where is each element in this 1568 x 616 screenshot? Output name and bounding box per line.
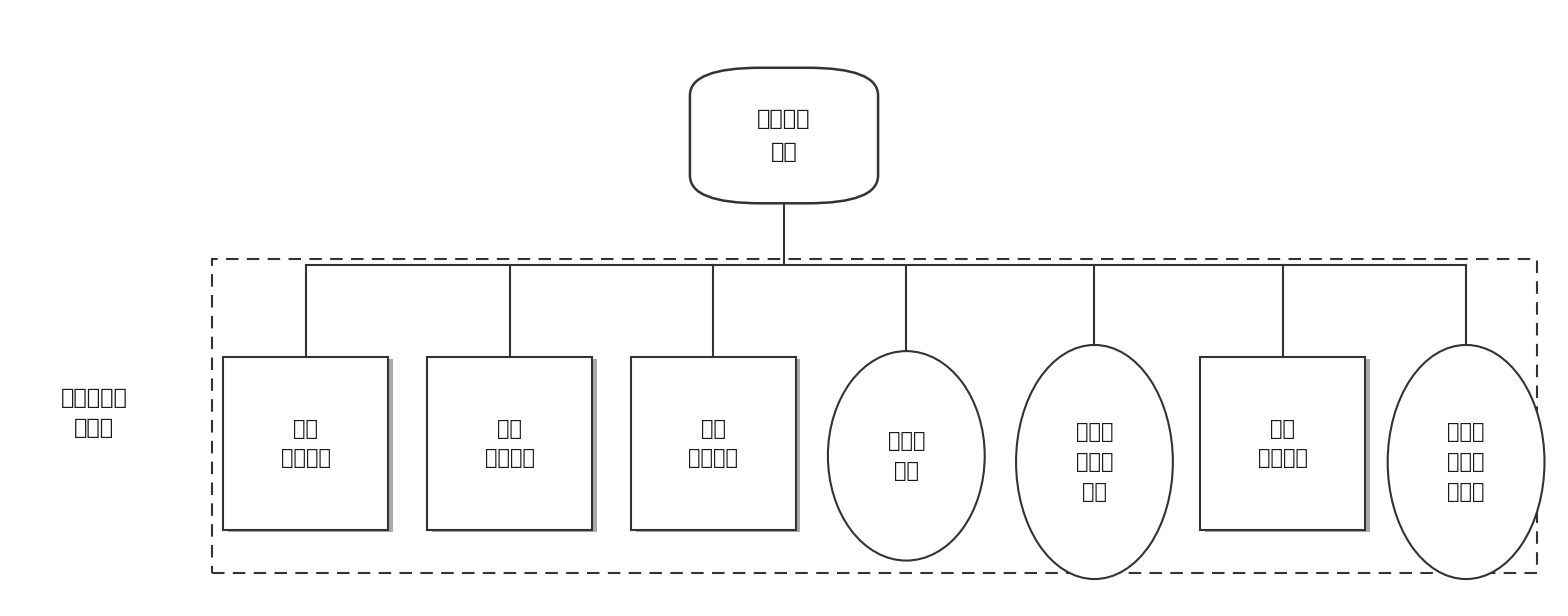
- Bar: [229, 359, 392, 532]
- Ellipse shape: [828, 351, 985, 561]
- Text: 成分分析物
质种类: 成分分析物 质种类: [61, 388, 127, 437]
- Bar: [426, 357, 593, 530]
- Ellipse shape: [1016, 345, 1173, 579]
- Text: 焦炭
成分分析: 焦炭 成分分析: [485, 419, 535, 468]
- Ellipse shape: [1388, 345, 1544, 579]
- Text: 煤粉
成分分析: 煤粉 成分分析: [688, 419, 739, 468]
- Text: 高炉煤
气成分
分析: 高炉煤 气成分 分析: [1076, 423, 1113, 501]
- Bar: [433, 359, 596, 532]
- Text: 富氧率
检测: 富氧率 检测: [887, 431, 925, 480]
- Bar: [1200, 357, 1364, 530]
- Bar: [212, 259, 1537, 573]
- Text: 成分分析
检测: 成分分析 检测: [757, 109, 811, 162]
- Text: 热风炉
废气成
分分析: 热风炉 废气成 分分析: [1447, 423, 1485, 501]
- Bar: [637, 359, 801, 532]
- FancyBboxPatch shape: [690, 68, 878, 203]
- Bar: [1204, 359, 1370, 532]
- Bar: [224, 357, 389, 530]
- Text: 熔剂
成分分析: 熔剂 成分分析: [281, 419, 331, 468]
- Text: 铁水
成分分析: 铁水 成分分析: [1258, 419, 1308, 468]
- Bar: [630, 357, 797, 530]
